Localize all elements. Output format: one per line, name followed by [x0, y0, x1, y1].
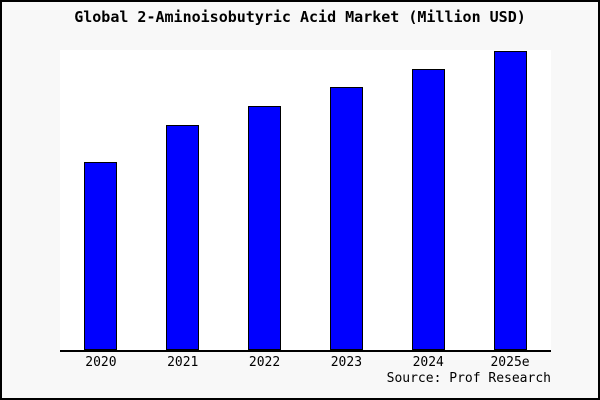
bar-slot	[387, 50, 469, 350]
x-tick-label: 2025e	[490, 355, 530, 370]
bar-slot	[142, 50, 224, 350]
bar-2023	[329, 86, 363, 350]
bar-slot	[469, 50, 551, 350]
x-axis-labels: 2020 2021 2022 2023 2024 2025e	[60, 355, 551, 370]
x-tick-label: 2020	[85, 355, 117, 370]
x-tick-label: 2022	[248, 355, 281, 370]
bar-2025e	[493, 50, 527, 350]
x-tick-label: 2024	[412, 355, 444, 370]
bar-2020	[84, 161, 118, 350]
chart-title: Global 2-Aminoisobutyric Acid Market (Mi…	[74, 8, 526, 26]
source-note: Source: Prof Research	[386, 371, 551, 386]
x-tick-label: 2021	[167, 355, 199, 370]
bars-container	[60, 50, 551, 350]
bar-2024	[411, 68, 445, 350]
plot-area	[60, 50, 551, 352]
bar-slot	[305, 50, 387, 350]
bar-slot	[224, 50, 306, 350]
bar-2022	[248, 106, 282, 350]
bar-slot	[60, 50, 142, 350]
bar-2021	[166, 125, 200, 350]
x-tick-label: 2023	[330, 355, 363, 370]
